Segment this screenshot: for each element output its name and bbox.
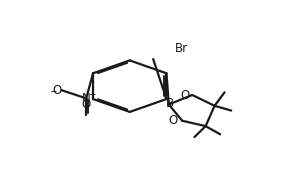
Text: O: O [180, 89, 190, 102]
Text: O: O [52, 84, 62, 97]
Text: −: − [49, 86, 56, 95]
Text: B: B [166, 97, 174, 110]
Text: N: N [82, 92, 91, 105]
Text: +: + [88, 90, 96, 99]
Text: O: O [168, 114, 177, 127]
Text: Br: Br [175, 42, 188, 55]
Text: O: O [82, 98, 91, 111]
